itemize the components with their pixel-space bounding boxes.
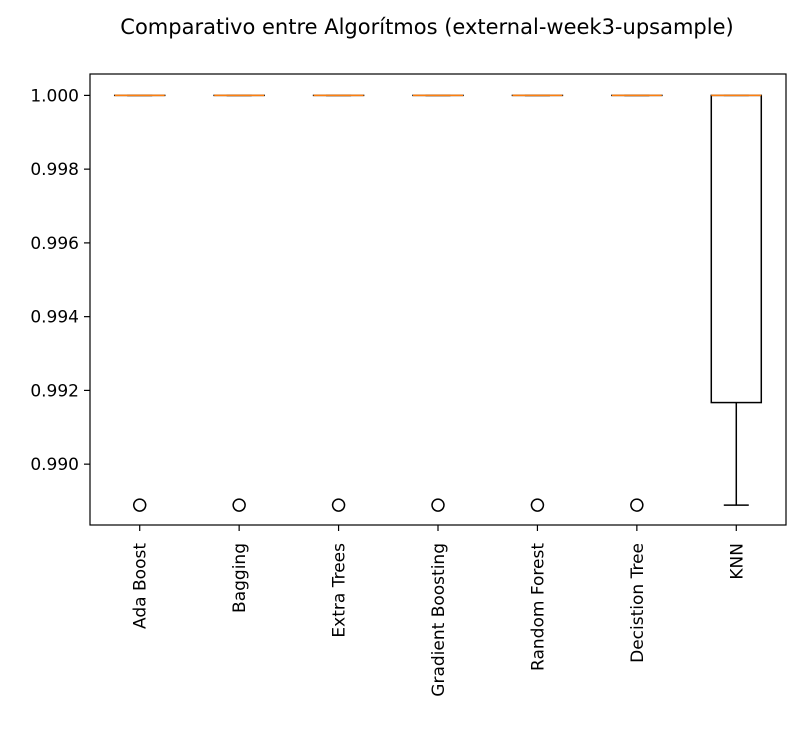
axes-frame xyxy=(89,73,787,526)
box-bagging xyxy=(213,94,265,512)
y-tick-label: 0.996 xyxy=(30,234,79,254)
y-tick-label: 0.992 xyxy=(30,381,79,401)
y-tick-label: 0.990 xyxy=(30,455,79,475)
outlier-point xyxy=(530,498,545,512)
y-tick-label: 0.994 xyxy=(30,308,79,328)
x-tick-label: KNN xyxy=(727,543,747,580)
box-body xyxy=(710,94,763,404)
y-tick-label: 1.000 xyxy=(30,86,79,106)
y-axis: 0.990 0.992 0.994 0.996 0.998 1.000 xyxy=(30,86,90,475)
chart-title: Comparativo entre Algorítmos (external-w… xyxy=(120,15,733,39)
box-extra-trees xyxy=(312,94,365,512)
x-tick-label: Gradient Boosting xyxy=(429,543,449,697)
x-tick-label: Decistion Tree xyxy=(628,543,648,663)
box-knn xyxy=(710,94,763,506)
box-ada-boost xyxy=(113,94,166,512)
x-tick-label: Ada Boost xyxy=(131,543,151,629)
plot-area xyxy=(113,94,763,512)
box-decistion-tree xyxy=(611,94,663,512)
x-axis: Ada Boost Bagging Extra Trees Gradient Boos… xyxy=(131,525,747,697)
box-gradient-boosting xyxy=(412,94,464,512)
outlier-point xyxy=(431,498,445,512)
outlier-point xyxy=(232,498,246,512)
box-random-forest xyxy=(511,94,564,512)
x-tick-label: Random Forest xyxy=(528,543,548,671)
outlier-point xyxy=(331,498,346,512)
y-tick-label: 0.998 xyxy=(30,160,79,180)
outlier-point xyxy=(630,498,644,512)
x-tick-label: Extra Trees xyxy=(330,543,350,638)
x-tick-label: Bagging xyxy=(230,543,250,613)
outlier-point xyxy=(132,498,147,512)
